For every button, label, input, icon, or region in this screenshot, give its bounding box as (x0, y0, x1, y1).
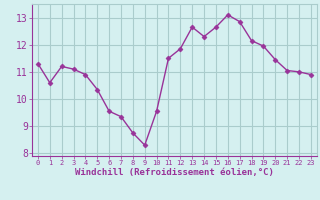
X-axis label: Windchill (Refroidissement éolien,°C): Windchill (Refroidissement éolien,°C) (75, 168, 274, 177)
